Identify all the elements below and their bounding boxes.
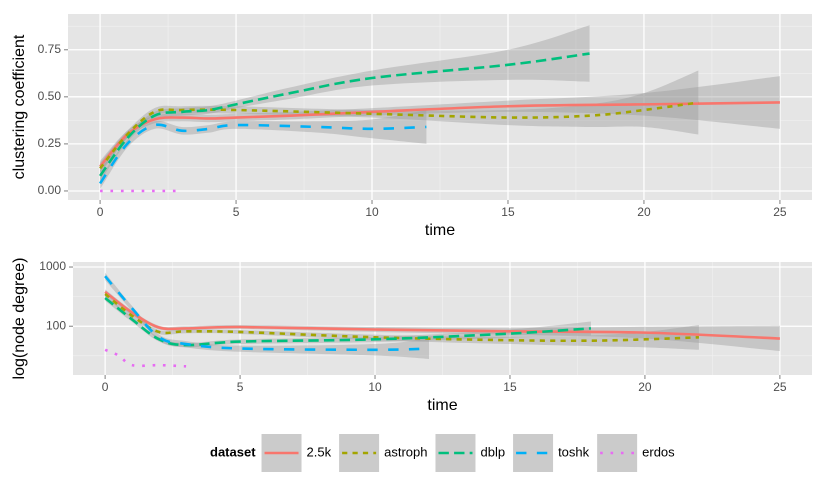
- y-axis-title: clustering coefficient: [11, 34, 28, 179]
- confidence-band: [100, 25, 590, 182]
- y-tick-label: 0.50: [38, 89, 62, 103]
- series-line: [99, 52, 590, 177]
- y-tick-label: 1000: [39, 259, 66, 273]
- x-tick-label: 25: [773, 380, 787, 394]
- x-tick-label: 15: [501, 205, 515, 219]
- y-tick-label: 0.25: [38, 136, 62, 150]
- confidence-band: [100, 70, 699, 175]
- confidence-band: [105, 289, 780, 352]
- x-tick-label: 5: [237, 380, 244, 394]
- legend-title: dataset: [210, 444, 256, 459]
- x-axis-title: time: [425, 222, 455, 239]
- x-tick-label: 5: [233, 205, 240, 219]
- series-line: [104, 348, 187, 368]
- y-axis-title: log(node degree): [11, 258, 28, 380]
- x-tick-label: 0: [102, 380, 109, 394]
- x-axis-title: time: [427, 397, 457, 414]
- legend-key: [597, 434, 638, 472]
- x-tick-label: 10: [368, 380, 382, 394]
- x-tick-label: 20: [638, 380, 652, 394]
- series-line: [99, 101, 780, 168]
- x-tick-label: 15: [503, 380, 517, 394]
- legend-label: 2.5k: [307, 444, 332, 459]
- legend-label: astroph: [384, 444, 427, 459]
- series-line: [104, 290, 780, 340]
- y-tick-label: 0.00: [38, 183, 62, 197]
- legend-label: toshk: [558, 444, 590, 459]
- series-line: [104, 296, 592, 347]
- x-tick-label: 25: [773, 205, 787, 219]
- legend-label: erdos: [642, 444, 675, 459]
- legend-label: dblp: [480, 444, 505, 459]
- confidence-band: [100, 76, 780, 173]
- x-tick-label: 10: [365, 205, 379, 219]
- x-tick-label: 0: [97, 205, 104, 219]
- y-tick-label: 100: [46, 318, 66, 332]
- series-line: [104, 275, 430, 352]
- series-line: [99, 101, 699, 170]
- y-tick-label: 0.75: [38, 42, 62, 56]
- x-tick-label: 20: [637, 205, 651, 219]
